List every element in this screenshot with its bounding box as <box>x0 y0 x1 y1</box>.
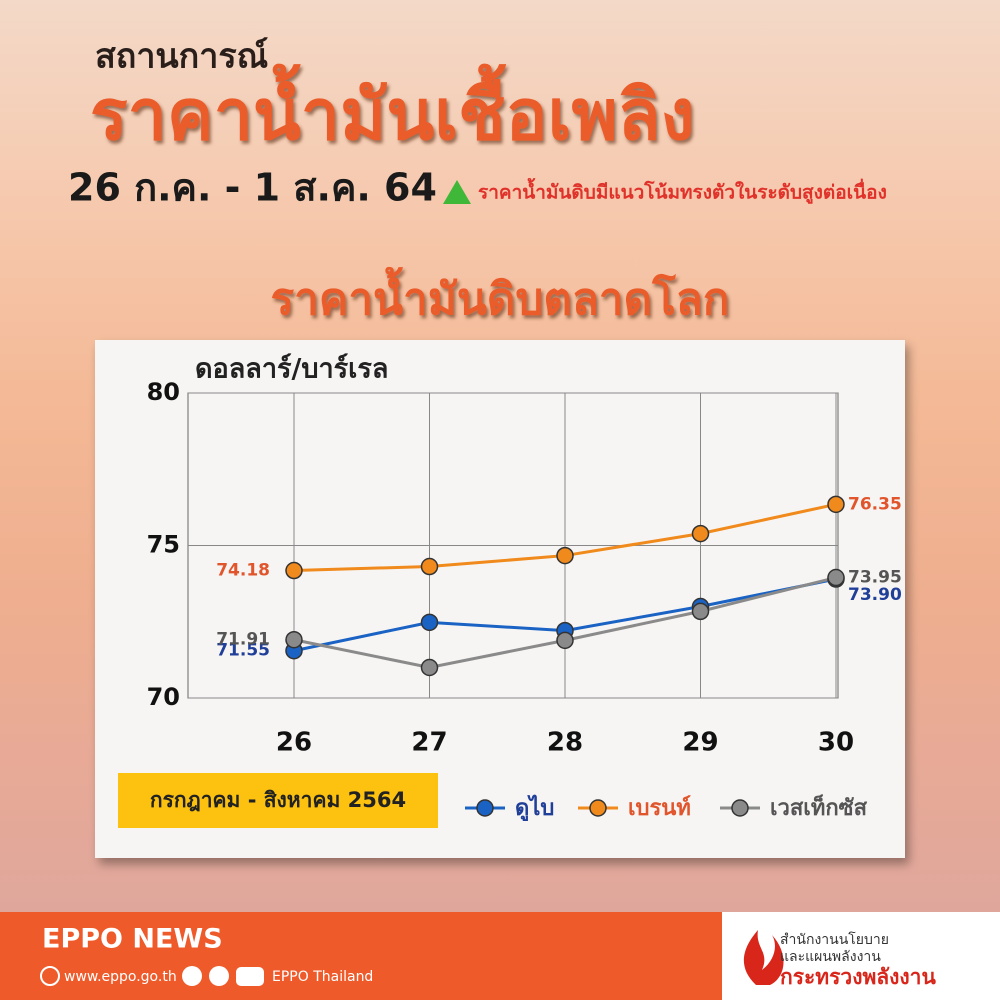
data-point <box>285 561 303 580</box>
kicker: สถานการณ์ <box>95 37 268 77</box>
logo-area <box>722 912 1000 1000</box>
footer-website: www.eppo.go.th <box>64 969 177 985</box>
globe-icon <box>40 966 60 986</box>
legend-marker <box>589 799 607 817</box>
org-line1: สำนักงานนโยบาย <box>780 931 889 948</box>
data-point <box>556 546 574 565</box>
twitter-icon <box>209 966 229 986</box>
value-label: 76.35 <box>848 494 902 514</box>
org-line2: และแผนพลังงาน <box>780 949 881 965</box>
ministry-name: กระทรวงพลังงาน <box>780 965 936 989</box>
value-label: 73.90 <box>848 585 902 605</box>
date-range: 26 ก.ค. - 1 ส.ค. 64 <box>68 166 437 210</box>
x-tick-label: 30 <box>818 728 854 758</box>
youtube-icon <box>236 967 264 986</box>
legend-label: เวสเท็กซัส <box>770 793 868 821</box>
ministry-logo <box>743 930 784 985</box>
legend-marker <box>476 799 494 817</box>
data-point <box>691 524 710 543</box>
period-label: กรกฎาคม - สิงหาคม 2564 <box>150 788 406 812</box>
chart-title: ราคาน้ำมันดิบตลาดโลก <box>271 266 730 325</box>
data-point <box>420 613 439 632</box>
data-point <box>420 658 439 677</box>
y-tick-label: 70 <box>147 683 180 711</box>
main-title: ราคาน้ำมันเชื้อเพลิง <box>90 63 695 156</box>
y-axis-label: ดอลลาร์/บาร์เรล <box>195 353 388 385</box>
period-box <box>118 773 438 828</box>
chart-panel <box>95 340 905 858</box>
value-label: 74.18 <box>216 561 270 581</box>
footer-social: EPPO Thailand <box>272 969 373 985</box>
legend-label: ดูไบ <box>515 794 554 822</box>
y-tick-label: 80 <box>147 378 180 406</box>
y-tick-label: 75 <box>147 531 180 559</box>
data-point <box>556 631 574 650</box>
legend-marker <box>731 799 749 817</box>
x-tick-label: 27 <box>411 728 447 758</box>
x-tick-label: 26 <box>276 728 312 758</box>
data-point <box>420 557 439 576</box>
data-point <box>827 568 845 587</box>
x-tick-label: 28 <box>547 728 583 758</box>
footer-brand: EPPO NEWS <box>42 924 223 955</box>
up-triangle <box>443 180 471 204</box>
value-label: 73.95 <box>848 568 902 588</box>
legend-label: เบรนท์ <box>628 795 691 821</box>
trend-text: ราคาน้ำมันดิบมีแนวโน้มทรงตัวในระดับสูงต่… <box>478 178 887 205</box>
x-tick-label: 29 <box>682 728 718 758</box>
data-point <box>285 630 303 649</box>
value-label: 71.55 <box>216 641 270 661</box>
data-point <box>827 495 845 514</box>
facebook-icon <box>182 966 202 986</box>
value-label: 71.91 <box>216 630 270 650</box>
data-point <box>691 602 710 621</box>
